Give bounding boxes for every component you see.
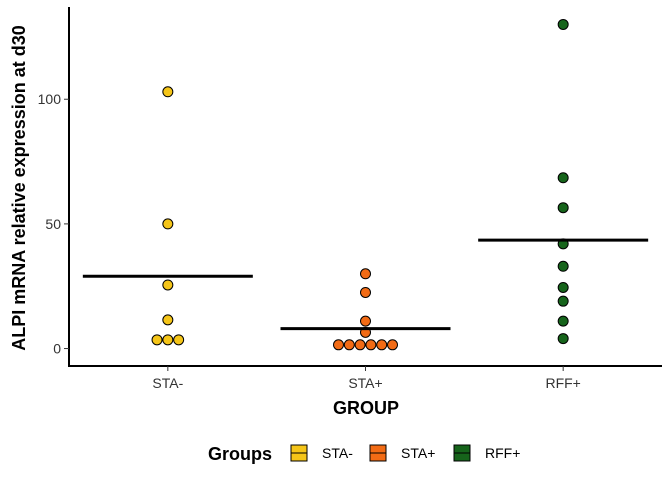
y-tick-label: 0 — [53, 341, 61, 357]
y-tick-label: 100 — [38, 91, 62, 107]
data-point — [557, 18, 569, 30]
data-point — [162, 279, 174, 291]
y-tick-label: 50 — [45, 216, 61, 232]
x-tick-label: STA- — [152, 375, 183, 391]
data-point — [162, 314, 174, 326]
data-point — [376, 339, 388, 351]
x-tick-label: RFF+ — [545, 375, 580, 391]
data-point — [557, 202, 569, 214]
y-axis-title: ALPI mRNA relative expression at d30 — [9, 25, 29, 350]
x-axis-title: GROUP — [333, 398, 399, 418]
plot-marks — [82, 18, 649, 351]
axes: 0 50 100 STA- STA+ RFF+ — [38, 7, 662, 391]
legend-label: STA+ — [401, 445, 435, 461]
data-point — [557, 260, 569, 272]
x-tick-label: STA+ — [348, 375, 382, 391]
data-point — [162, 86, 174, 98]
data-point — [557, 333, 569, 345]
data-point — [343, 339, 355, 351]
data-point — [360, 286, 371, 298]
data-point — [354, 339, 366, 351]
data-point — [162, 218, 174, 230]
data-point — [151, 334, 163, 346]
data-point — [360, 315, 371, 327]
data-point — [557, 281, 569, 293]
data-point — [387, 339, 398, 351]
data-point — [557, 172, 569, 184]
legend-title: Groups — [208, 444, 272, 464]
data-point — [557, 295, 569, 307]
legend: Groups STA- STA+ RFF+ — [208, 444, 520, 464]
data-point — [333, 339, 344, 351]
data-point — [557, 315, 569, 327]
legend-label: RFF+ — [485, 445, 520, 461]
data-point — [360, 268, 371, 280]
data-point — [365, 339, 377, 351]
data-point — [162, 334, 174, 346]
legend-label: STA- — [322, 445, 353, 461]
data-point — [173, 334, 185, 346]
